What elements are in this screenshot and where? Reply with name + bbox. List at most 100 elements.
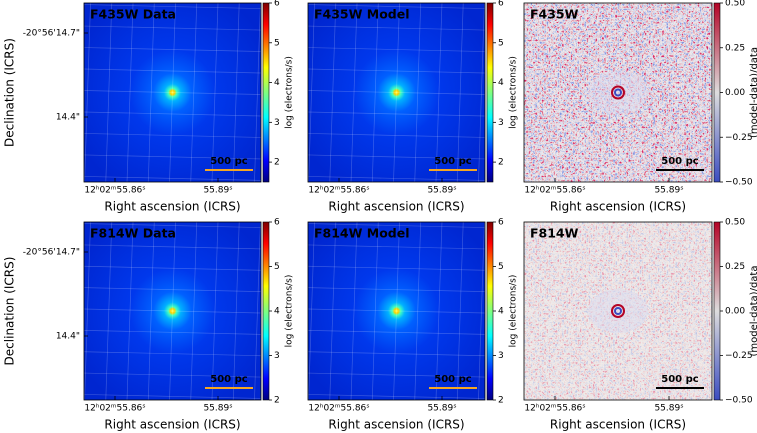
colorbar: [262, 221, 270, 401]
colorbar-label: (model-data)/data: [749, 266, 757, 357]
colorbar-tick-label: 4: [274, 307, 280, 317]
coord-grid: [308, 154, 485, 160]
coord-grid: [308, 308, 485, 314]
panel: F814W Model 500 pc 12ʰ02ᵐ55.86ˢ 55.89ˢ Right…: [307, 218, 519, 432]
x-tick-label: 55.89ˢ: [203, 186, 232, 196]
frame: [307, 221, 486, 401]
scale-bar-label: 500 pc: [210, 374, 248, 385]
image: [84, 222, 303, 400]
coord-grid: [84, 111, 261, 117]
colorbar-tick-label: 2: [274, 396, 280, 406]
coord-grid: [254, 222, 261, 400]
colorbar-tick-label: −0.25: [725, 351, 753, 361]
coord-grid: [308, 223, 485, 228]
coord-grid: [308, 47, 485, 52]
coord-grid: [84, 25, 261, 31]
coord-grid: [169, 222, 176, 400]
coord-grid: [190, 222, 198, 400]
colorbar-tick-label: 4: [274, 78, 280, 88]
coord-grid: [308, 25, 485, 31]
x-axis-label: Right ascension (ICRS): [104, 418, 240, 432]
colorbar-tick-label: 3: [498, 351, 504, 361]
colorbar-tick-label: 5: [498, 262, 504, 272]
coord-grid: [308, 394, 485, 399]
frame: [523, 221, 713, 401]
image-bg: [308, 222, 485, 400]
coord-grid: [371, 222, 379, 400]
x-tick-label: 55.89ˢ: [427, 186, 456, 196]
scale-bar-label: 500 pc: [434, 156, 472, 167]
image: [308, 222, 485, 400]
coord-grid: [308, 3, 315, 182]
colorbar-tick-label: 0.25: [725, 262, 745, 272]
coord-grid: [147, 3, 155, 182]
coord-grid: [84, 265, 261, 271]
colorbar-tick-label: 2: [274, 158, 280, 168]
coord-grid: [211, 3, 219, 182]
x-tick-label: 55.89ˢ: [203, 404, 232, 414]
colorbar-tick-label: 2: [498, 396, 504, 406]
image-bg: [308, 3, 485, 182]
colorbar: [713, 221, 721, 401]
coord-grid: [456, 3, 464, 182]
coord-grid: [84, 222, 91, 400]
colorbar-tick-label: 6: [498, 218, 504, 228]
colorbar: [713, 2, 721, 183]
coord-grid: [393, 3, 400, 182]
image: [308, 3, 485, 182]
coord-grid: [308, 287, 485, 292]
coord-grid: [126, 3, 134, 182]
coord-grid: [84, 244, 261, 250]
colorbar-label: log (electrons/s): [509, 275, 519, 348]
colorbar: [486, 221, 494, 401]
image: [84, 3, 303, 182]
coord-grid: [232, 222, 240, 400]
x-axis-label: Right ascension (ICRS): [550, 418, 686, 432]
residual-ring: [614, 88, 622, 97]
coord-grid: [84, 90, 261, 95]
x-axis-label: Right ascension (ICRS): [328, 200, 464, 214]
coord-grid: [308, 90, 485, 95]
panel: F814W Data 500 pc 12ʰ02ᵐ55.86ˢ 55.89ˢ Right …: [3, 218, 303, 432]
coord-grid: [297, 222, 303, 400]
image-bg: [84, 222, 261, 400]
colorbar: [486, 2, 494, 183]
coord-grid: [84, 308, 261, 314]
coord-grid: [308, 111, 485, 117]
y-tick-label: 14.4": [56, 332, 80, 342]
colorbar-tick-label: 0.50: [725, 0, 745, 9]
colorbar-tick-label: −0.50: [725, 396, 753, 406]
colorbar-label: log (electrons/s): [509, 56, 519, 129]
frame: [83, 2, 262, 183]
image: [524, 222, 712, 400]
x-tick-label: 12ʰ02ᵐ55.86ˢ: [308, 404, 369, 414]
coord-grid: [414, 222, 422, 400]
residual-ring: [611, 304, 625, 318]
panel: F814W 500 pc 12ʰ02ᵐ55.86ˢ 55.89ˢ Right ascen…: [523, 218, 757, 432]
coord-grid: [308, 265, 485, 271]
coord-grid: [211, 222, 219, 400]
colorbar-tick-label: 5: [274, 38, 280, 48]
x-tick-label: 55.89ˢ: [654, 186, 683, 196]
coord-grid: [393, 222, 400, 400]
coord-grid: [308, 244, 485, 250]
panel-title: F435W: [530, 7, 579, 22]
coord-grid: [435, 222, 443, 400]
coord-grid: [84, 330, 261, 335]
panel: F435W Data 500 pc 12ʰ02ᵐ55.86ˢ 55.89ˢ Right …: [3, 0, 303, 214]
coord-grid: [297, 3, 303, 182]
colorbar-label: log (electrons/s): [285, 275, 295, 348]
coord-grid: [478, 222, 485, 400]
coord-grid: [456, 222, 464, 400]
residual-ring: [614, 307, 622, 315]
colorbar-tick-label: 3: [498, 118, 504, 128]
colorbar-tick-label: −0.25: [725, 133, 753, 143]
coord-grid: [84, 223, 261, 228]
residual-halo: [588, 70, 648, 115]
coord-grid: [84, 351, 261, 357]
coord-grid: [84, 176, 261, 181]
coord-grid: [84, 133, 261, 138]
coord-grid: [169, 3, 176, 182]
coord-grid: [308, 68, 485, 74]
x-tick-label: 12ʰ02ᵐ55.86ˢ: [308, 186, 369, 196]
